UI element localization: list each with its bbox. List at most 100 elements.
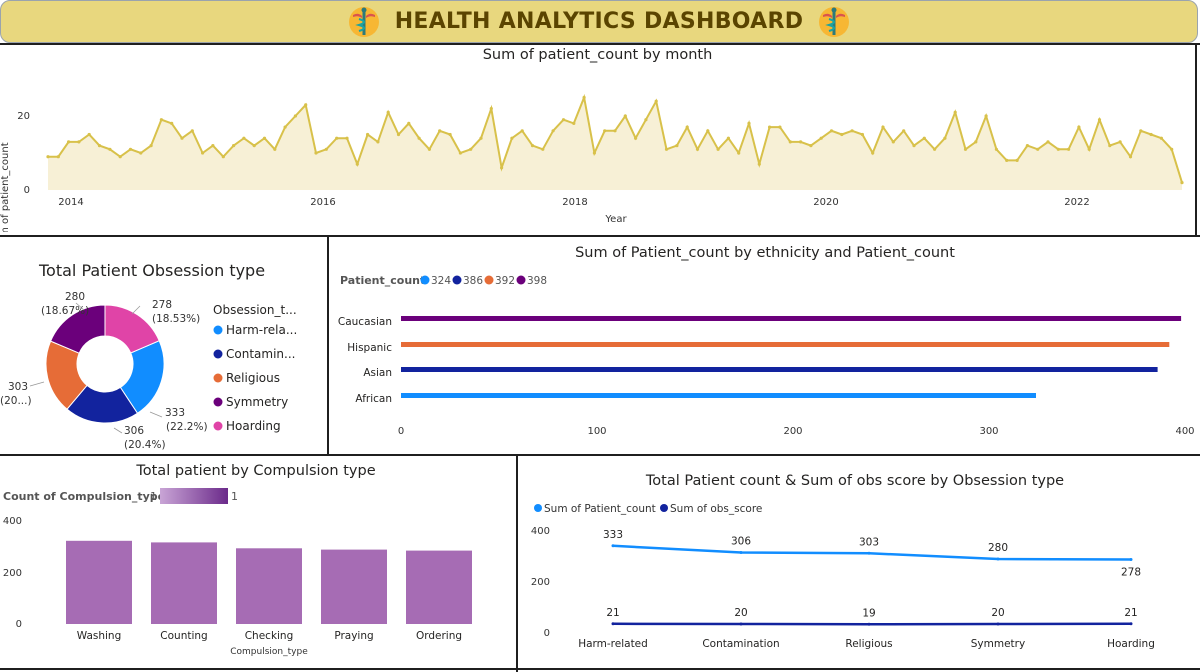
data-point[interactable]: [1046, 140, 1050, 144]
data-point[interactable]: [706, 129, 710, 133]
data-point[interactable]: [1025, 144, 1029, 148]
data-point[interactable]: [675, 144, 679, 148]
data-point[interactable]: [1170, 147, 1174, 151]
data-point[interactable]: [840, 132, 844, 137]
data-point[interactable]: [324, 147, 328, 151]
data-point[interactable]: [867, 551, 871, 555]
data-point[interactable]: [664, 147, 669, 151]
data-point[interactable]: [613, 129, 617, 133]
data-point[interactable]: [996, 557, 1000, 561]
data-point[interactable]: [293, 114, 297, 118]
data-point[interactable]: [902, 129, 906, 133]
data-point[interactable]: [922, 136, 926, 140]
data-point[interactable]: [695, 147, 700, 151]
data-point[interactable]: [1180, 181, 1184, 185]
data-point[interactable]: [469, 147, 473, 151]
data-point[interactable]: [739, 551, 743, 554]
data-point[interactable]: [407, 121, 411, 125]
data-point[interactable]: [1005, 158, 1009, 162]
data-point[interactable]: [170, 121, 174, 125]
obsession-line-chart[interactable]: Sum of Patient_count Sum of obs_score 0 …: [518, 495, 1198, 667]
bar-asian[interactable]: [401, 367, 1158, 372]
data-point[interactable]: [829, 129, 834, 133]
data-point[interactable]: [97, 144, 102, 148]
data-point[interactable]: [757, 162, 761, 166]
data-point[interactable]: [634, 136, 638, 140]
data-point[interactable]: [871, 151, 875, 155]
donut-slice-hoarding[interactable]: [104, 304, 160, 354]
data-point[interactable]: [654, 99, 658, 103]
data-point[interactable]: [479, 136, 483, 140]
data-point[interactable]: [1077, 125, 1081, 129]
data-point[interactable]: [87, 132, 91, 137]
data-point[interactable]: [1129, 558, 1133, 561]
data-point[interactable]: [417, 136, 421, 140]
data-point[interactable]: [747, 121, 751, 125]
data-point[interactable]: [489, 107, 493, 111]
data-point[interactable]: [67, 140, 71, 144]
data-point[interactable]: [850, 129, 854, 133]
data-point[interactable]: [603, 129, 607, 133]
data-point[interactable]: [304, 103, 308, 107]
data-point[interactable]: [232, 144, 236, 148]
data-point[interactable]: [252, 144, 256, 148]
data-point[interactable]: [943, 136, 947, 140]
data-point[interactable]: [273, 147, 277, 151]
data-point[interactable]: [366, 132, 370, 137]
data-point[interactable]: [867, 622, 871, 626]
data-point[interactable]: [211, 144, 215, 148]
data-point[interactable]: [644, 118, 648, 122]
obsession-donut-chart[interactable]: Obsession_t... 333 (22.2%) 306 (20.4%) 303 (2…: [0, 284, 326, 452]
data-point[interactable]: [335, 136, 339, 140]
bar-counting[interactable]: [151, 542, 217, 624]
data-point[interactable]: [1036, 147, 1040, 151]
data-point[interactable]: [1129, 622, 1133, 626]
data-point[interactable]: [611, 622, 615, 626]
data-point[interactable]: [314, 151, 318, 155]
data-point[interactable]: [242, 136, 246, 140]
bar-checking[interactable]: [236, 548, 302, 624]
data-point[interactable]: [623, 114, 627, 118]
data-point[interactable]: [458, 151, 462, 155]
data-point[interactable]: [201, 151, 205, 155]
monthly-area-chart[interactable]: Sum of patient_count 0 20 2014 2016 2018…: [0, 60, 1195, 232]
data-point[interactable]: [159, 118, 163, 122]
data-point[interactable]: [1108, 144, 1112, 148]
data-point[interactable]: [500, 166, 504, 170]
data-point[interactable]: [376, 140, 380, 144]
bar-washing[interactable]: [66, 540, 132, 624]
data-point[interactable]: [788, 140, 792, 144]
ethnicity-bar-chart[interactable]: Patient_count 0 100 200 300 400 324 386 39…: [330, 262, 1198, 452]
data-point[interactable]: [1067, 147, 1071, 151]
data-point[interactable]: [262, 136, 267, 140]
data-point[interactable]: [799, 140, 803, 144]
data-point[interactable]: [1159, 136, 1163, 140]
data-point[interactable]: [737, 151, 741, 155]
data-point[interactable]: [1087, 147, 1091, 151]
data-point[interactable]: [190, 129, 194, 133]
data-point[interactable]: [541, 147, 545, 151]
data-point[interactable]: [739, 622, 743, 626]
data-point[interactable]: [510, 136, 514, 140]
data-point[interactable]: [108, 147, 112, 151]
data-point[interactable]: [572, 121, 576, 125]
data-point[interactable]: [180, 136, 184, 140]
data-point[interactable]: [953, 110, 957, 114]
data-point[interactable]: [592, 151, 597, 155]
data-point[interactable]: [726, 136, 731, 140]
data-point[interactable]: [582, 95, 586, 100]
data-point[interactable]: [345, 136, 349, 140]
bar-ordering[interactable]: [406, 550, 472, 624]
data-point[interactable]: [149, 144, 153, 148]
data-point[interactable]: [221, 155, 225, 159]
data-point[interactable]: [685, 125, 689, 129]
data-point[interactable]: [283, 125, 287, 129]
data-point[interactable]: [1097, 118, 1102, 122]
data-point[interactable]: [716, 147, 720, 151]
data-point[interactable]: [386, 110, 390, 114]
data-point[interactable]: [427, 147, 431, 151]
data-point[interactable]: [561, 118, 566, 122]
data-point[interactable]: [139, 151, 143, 155]
data-point[interactable]: [860, 132, 865, 137]
data-point[interactable]: [963, 147, 968, 151]
